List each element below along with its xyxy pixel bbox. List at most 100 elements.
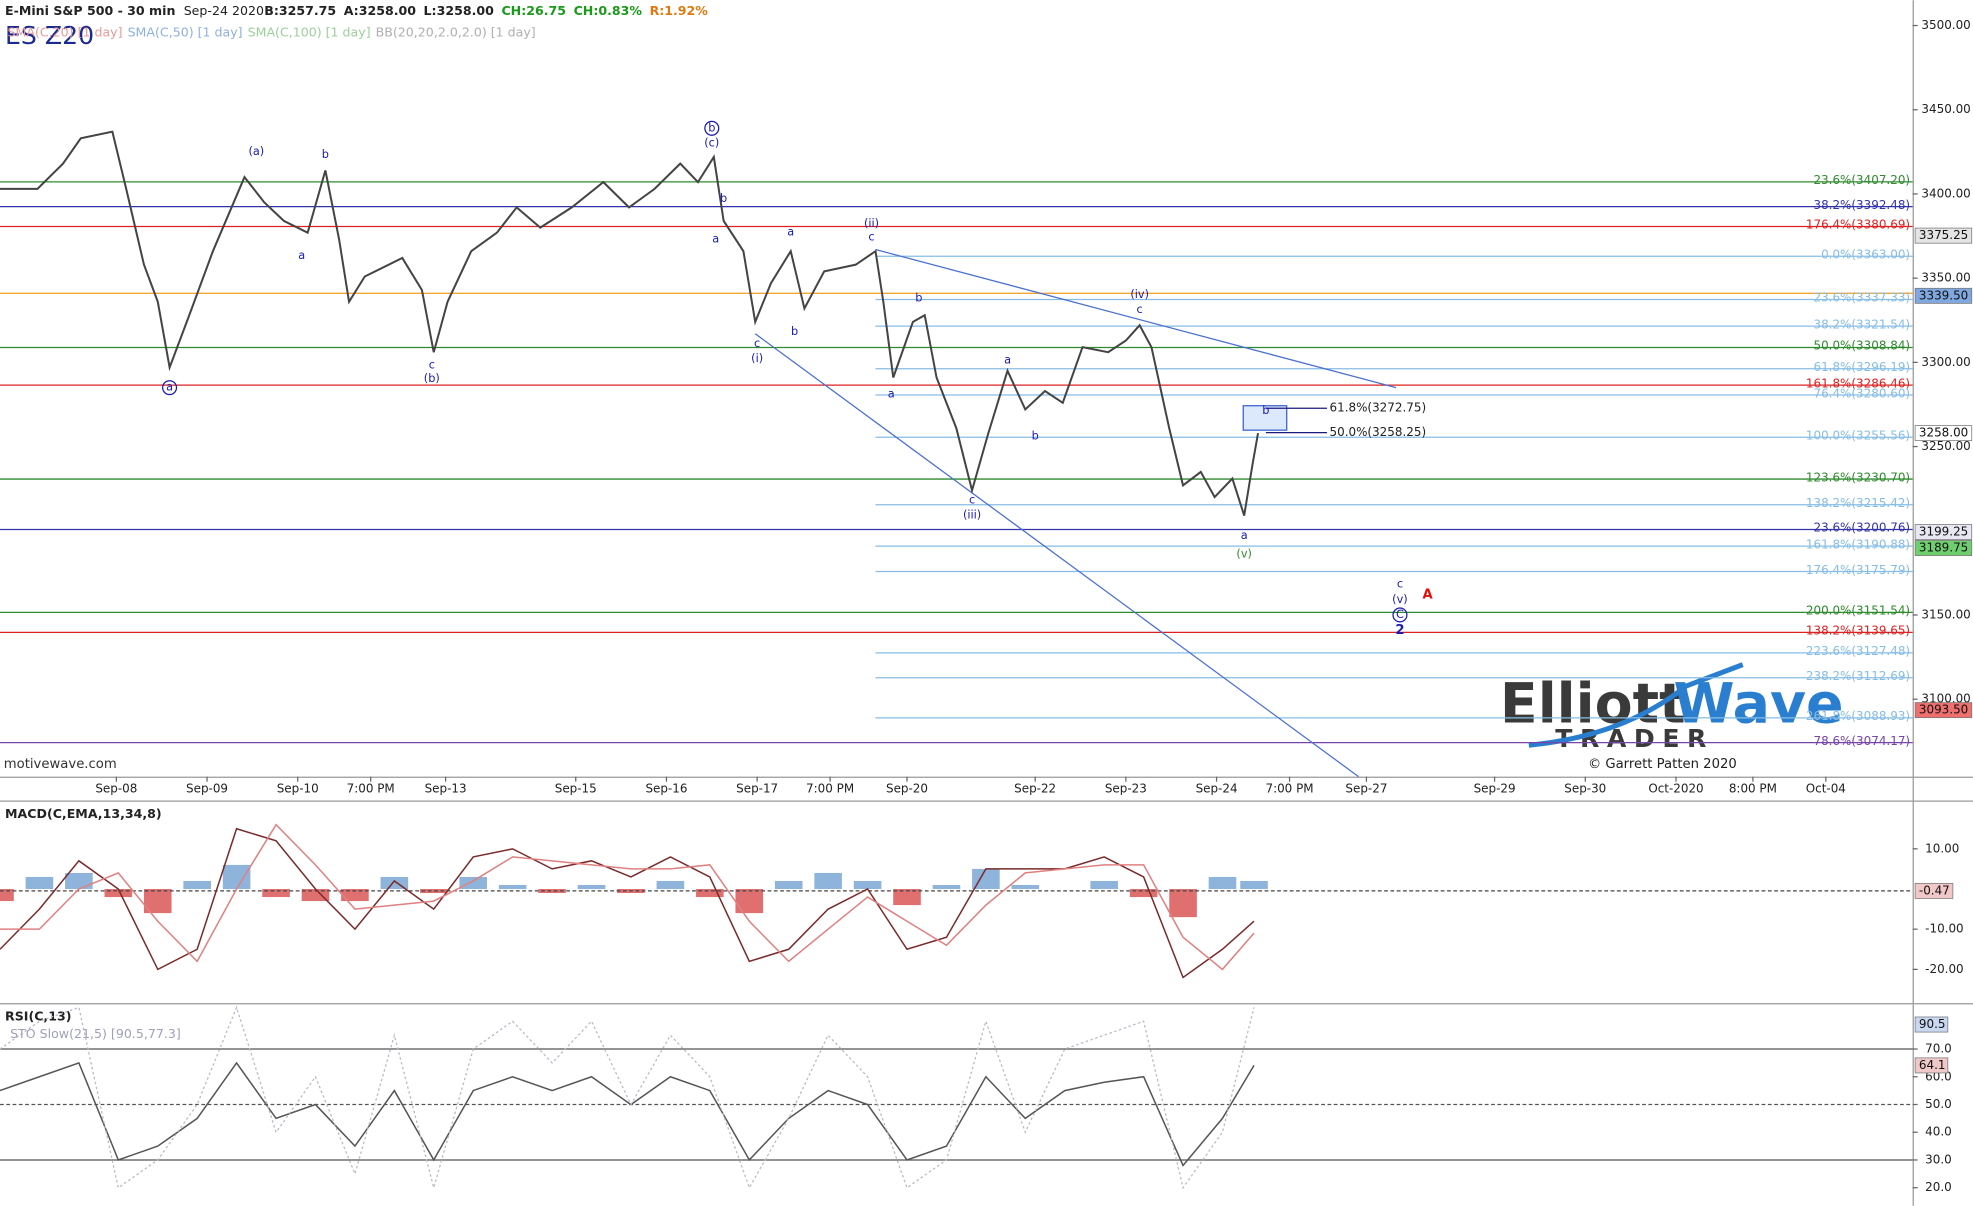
price-tag bbox=[1914, 287, 1973, 304]
fib-label: 161.8%(3190.88) bbox=[1806, 537, 1910, 551]
fib-label: 23.6%(3200.76) bbox=[1813, 521, 1910, 535]
value-tag-label: -0.47 bbox=[1919, 883, 1950, 897]
wave-label: b bbox=[1262, 403, 1269, 417]
y-tick-label: 10.00 bbox=[1925, 841, 1959, 855]
wave-label: a bbox=[888, 386, 895, 400]
x-tick-label: Sep-23 bbox=[1105, 782, 1147, 796]
fib-label: 138.2%(3139.65) bbox=[1806, 624, 1910, 638]
y-tick-label: 30.0 bbox=[1925, 1152, 1952, 1166]
histogram-bar bbox=[1129, 889, 1158, 898]
histogram-bar bbox=[341, 889, 369, 902]
y-tick-label: 3250.00 bbox=[1921, 439, 1970, 453]
histogram-bar bbox=[65, 872, 93, 890]
fib-label: 200.0%(3151.54) bbox=[1806, 604, 1910, 618]
fib-label: 23.6%(3407.20) bbox=[1813, 173, 1910, 187]
header-stat: CH:26.75 bbox=[501, 3, 566, 18]
x-tick-label: Sep-10 bbox=[277, 782, 319, 796]
x-tick-label: Sep-27 bbox=[1345, 782, 1387, 796]
wave-label: a bbox=[1241, 528, 1248, 542]
y-tick-label: 50.0 bbox=[1925, 1097, 1952, 1111]
histogram-bar bbox=[498, 884, 527, 890]
histogram-bar bbox=[1090, 880, 1118, 890]
y-tick-label: 3400.00 bbox=[1921, 186, 1970, 200]
histogram-bar bbox=[538, 889, 566, 894]
fib-label: 238.2%(3112.69) bbox=[1806, 669, 1910, 683]
value-tag-label: 64.1 bbox=[1919, 1058, 1946, 1072]
histogram-bar bbox=[262, 889, 290, 898]
x-tick-label: Sep-17 bbox=[736, 782, 778, 796]
watermark: motivewave.com bbox=[4, 757, 117, 772]
y-tick-label: 3150.00 bbox=[1921, 607, 1970, 621]
wave-label: (iv) bbox=[1130, 287, 1149, 301]
wave-label: (a) bbox=[248, 144, 264, 158]
x-tick-label: Oct-2020 bbox=[1648, 782, 1703, 796]
fib-label: 123.6%(3230.70) bbox=[1806, 470, 1910, 484]
y-tick-label: 3500.00 bbox=[1921, 18, 1970, 32]
y-tick-label: 40.0 bbox=[1925, 1125, 1952, 1139]
fib-label: 261.8%(3088.93) bbox=[1806, 709, 1910, 723]
header-stat: CH:0.83% bbox=[574, 3, 643, 18]
histogram-bar bbox=[972, 868, 1000, 890]
histogram-bar bbox=[656, 880, 685, 890]
x-tick-label: Oct-04 bbox=[1806, 782, 1846, 796]
wave-label: b bbox=[1032, 428, 1039, 442]
wave-label: A bbox=[1422, 588, 1433, 603]
header-stat: R:1.92% bbox=[650, 3, 709, 18]
x-tick-label: Sep-22 bbox=[1014, 782, 1056, 796]
projection-box bbox=[1242, 405, 1288, 431]
trendline bbox=[875, 248, 1397, 389]
x-tick-label: Sep-29 bbox=[1474, 782, 1516, 796]
y-tick-label: 3350.00 bbox=[1921, 271, 1970, 285]
pane-title: RSI(C,13) bbox=[5, 1008, 71, 1023]
price-tag-label: 3258.00 bbox=[1919, 426, 1968, 440]
histogram-bar bbox=[696, 889, 724, 898]
wave-label: a bbox=[1004, 353, 1011, 367]
histogram-bar bbox=[1011, 884, 1040, 890]
wave-label: b bbox=[720, 191, 727, 205]
wave-circle bbox=[162, 380, 178, 396]
y-tick-label: 3100.00 bbox=[1921, 692, 1970, 706]
price-tag-label: 3199.25 bbox=[1919, 525, 1968, 539]
wave-label: c bbox=[868, 230, 874, 244]
logo-text: Elliott bbox=[1500, 673, 1686, 737]
histogram-bar bbox=[893, 889, 921, 906]
price-tag bbox=[1914, 702, 1973, 719]
logo-credit: © Garrett Patten 2020 bbox=[1588, 757, 1737, 772]
price-tag-label: 3339.50 bbox=[1919, 288, 1968, 302]
study-legend: SMA(C,50) [1 day] bbox=[128, 24, 243, 39]
x-tick-label: Sep-20 bbox=[886, 782, 928, 796]
wave-label: c bbox=[1397, 577, 1403, 591]
wave-label: 2 bbox=[1395, 623, 1404, 638]
wave-label: (b) bbox=[424, 371, 440, 385]
wave-label: (iii) bbox=[963, 508, 981, 522]
study-legend: SMA(C,100) [1 day] bbox=[248, 24, 371, 39]
wave-label: b bbox=[322, 147, 329, 161]
fib-label: 0.0%(3363.00) bbox=[1821, 248, 1910, 262]
trendline bbox=[754, 333, 1359, 778]
fib-label: 176.4%(3175.79) bbox=[1806, 563, 1910, 577]
box-level-label: 50.0%(3258.25) bbox=[1330, 425, 1427, 439]
macd-line bbox=[0, 827, 1255, 979]
histogram-bar bbox=[301, 889, 330, 902]
fib-label: 50.0%(3308.84) bbox=[1813, 339, 1910, 353]
histogram-bar bbox=[853, 880, 882, 890]
price-tag bbox=[1914, 425, 1973, 442]
x-tick-label: Sep-15 bbox=[555, 782, 597, 796]
histogram-bar bbox=[1240, 880, 1268, 890]
y-tick-label: 3300.00 bbox=[1921, 355, 1970, 369]
x-tick-label: Sep-13 bbox=[425, 782, 467, 796]
histogram-bar bbox=[577, 884, 606, 890]
x-tick-label: 7:00 PM bbox=[347, 782, 395, 796]
wave-label: a bbox=[787, 225, 794, 239]
box-level-label: 61.8%(3272.75) bbox=[1330, 401, 1427, 415]
price-tag-label: 3093.50 bbox=[1919, 703, 1968, 717]
fib-label: 78.6%(3074.17) bbox=[1813, 734, 1910, 748]
header-stat: A:3258.00 bbox=[344, 3, 417, 18]
fib-label: 38.2%(3321.54) bbox=[1813, 317, 1910, 331]
macd-line bbox=[0, 823, 1255, 971]
x-tick-label: 8:00 PM bbox=[1729, 782, 1777, 796]
value-tag bbox=[1914, 1016, 1949, 1033]
y-tick-label: 70.0 bbox=[1925, 1042, 1952, 1056]
